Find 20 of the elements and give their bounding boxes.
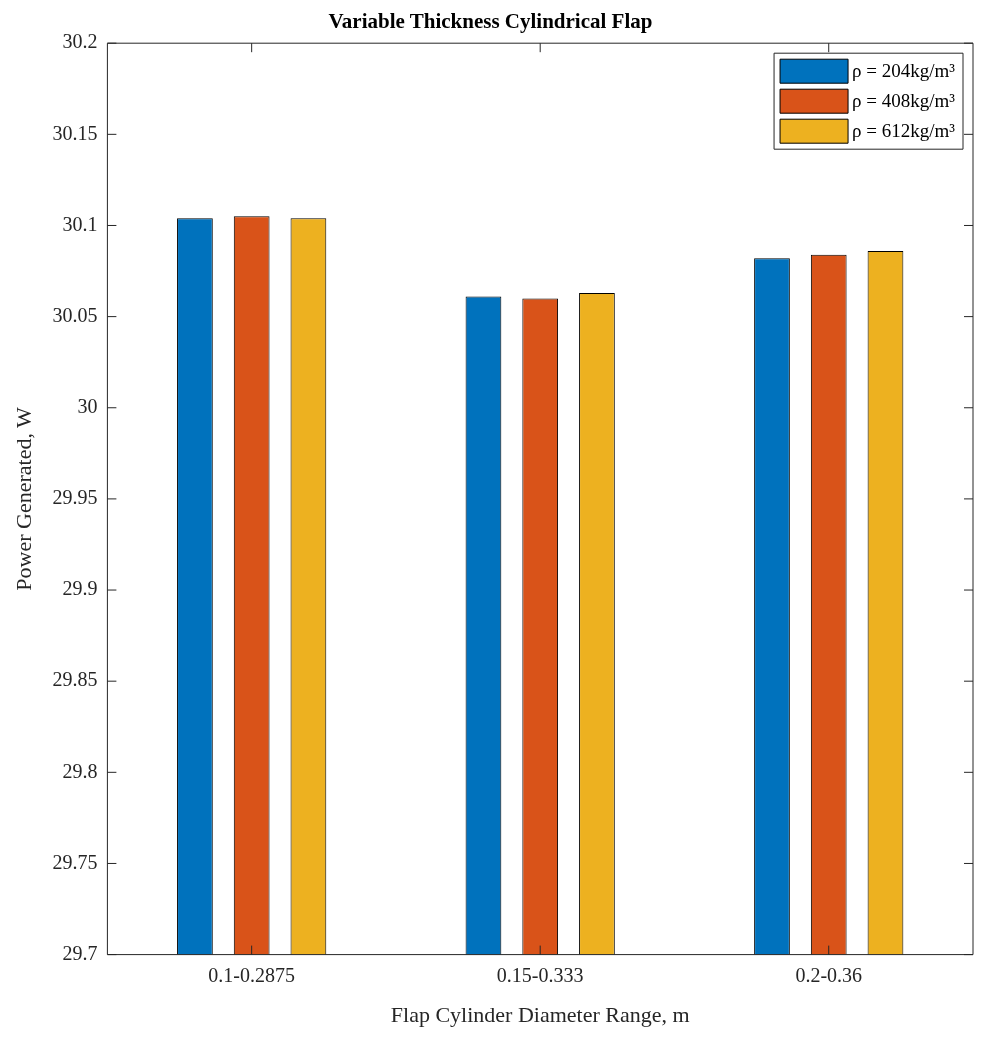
y-tick-label: 29.9 <box>62 577 98 600</box>
y-tick-label: 30.2 <box>62 30 98 53</box>
y-axis-title: Power Generated, W <box>10 406 36 591</box>
y-tick-label: 30 <box>77 395 98 418</box>
y-tick-label: 29.95 <box>52 486 98 509</box>
y-tick-label: 30.05 <box>52 303 98 326</box>
x-tick-label: 0.15-0.333 <box>496 963 584 986</box>
y-tick-label: 29.75 <box>52 850 98 873</box>
legend-label: ρ = 408kg/m³ <box>852 90 956 112</box>
x-tick-label: 0.2-0.36 <box>795 963 863 986</box>
legend-label: ρ = 612kg/m³ <box>852 120 956 142</box>
y-tick-label: 29.85 <box>52 668 98 691</box>
y-tick-label: 29.7 <box>62 941 98 964</box>
x-tick-label: 0.1-0.2875 <box>208 963 295 986</box>
y-tick-label: 30.15 <box>52 121 98 144</box>
x-axis-title: Flap Cylinder Diameter Range, m <box>390 1001 690 1027</box>
chart-title: Variable Thickness Cylindrical Flap <box>328 9 653 34</box>
y-tick-label: 30.1 <box>62 212 98 235</box>
y-tick-label: 29.8 <box>62 759 98 782</box>
legend-label: ρ = 204kg/m³ <box>852 60 956 82</box>
